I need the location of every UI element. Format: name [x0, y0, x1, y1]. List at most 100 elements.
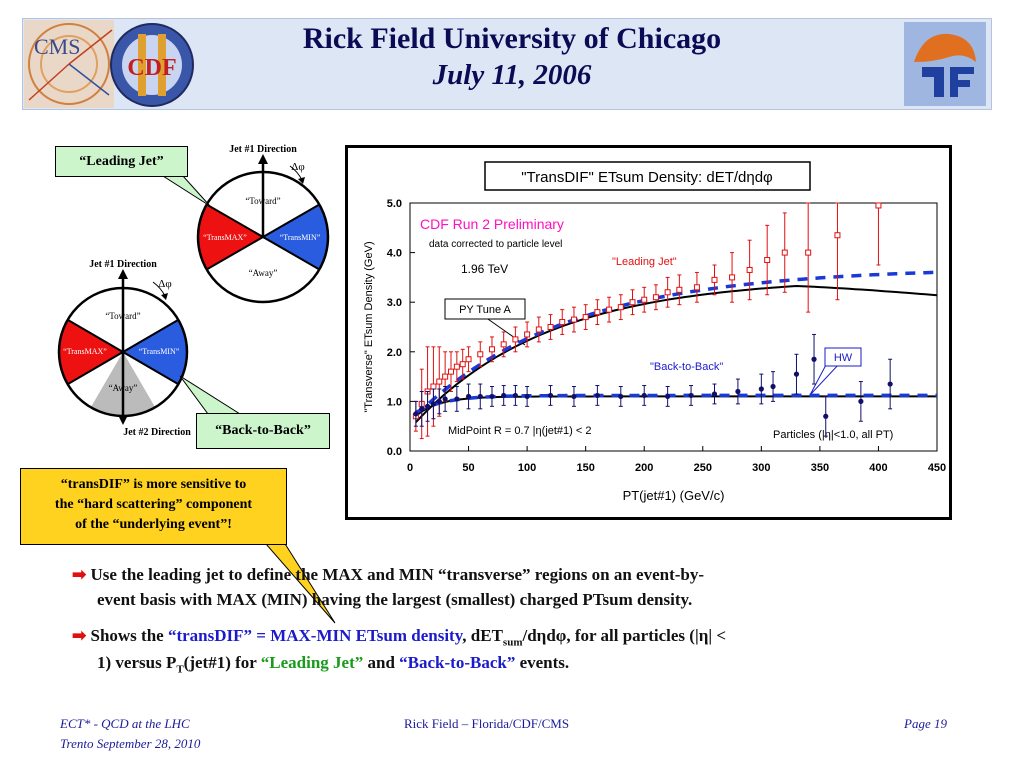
leading-jet-point	[629, 299, 636, 306]
annotation-hw: HW	[834, 352, 853, 364]
chart-title: "TransDIF" ETsum Density: dET/dηdφ	[521, 169, 773, 186]
bullet-2: ➡ Shows the “transDIF” = MAX-MIN ETsum d…	[72, 624, 982, 654]
bullet-2-line-2-b: (jet#1) for	[183, 653, 261, 672]
transmax-label-2: “TransMAX”	[63, 347, 107, 356]
x-tick-label: 0	[407, 462, 413, 474]
footer-center: Rick Field – Florida/CDF/CMS	[404, 716, 570, 731]
leading-jet-point	[500, 341, 507, 348]
away-label-2: “Away”	[109, 383, 138, 393]
toward-label: “Toward”	[245, 196, 280, 206]
bullet-2-leading-jet: “Leading Jet”	[260, 653, 364, 672]
leading-jet-point	[535, 326, 542, 333]
transdif-chart: "TransDIF" ETsum Density: dET/dηdφ 0.0 1.0…	[363, 161, 946, 503]
annotation-leading-jet: "Leading Jet"	[612, 256, 677, 268]
leading-jet-point	[664, 289, 671, 296]
leading-jet-point	[477, 351, 484, 358]
bullet-2-end: events.	[515, 653, 570, 672]
transmin-label: “TransMIN”	[280, 233, 321, 242]
back-to-back-point	[594, 392, 600, 399]
leading-jet-callout: “Leading Jet”	[55, 146, 188, 177]
chart-title-box	[484, 161, 811, 191]
leading-jet-point	[488, 346, 495, 353]
leading-jet-point	[875, 202, 882, 209]
leading-jet-point	[447, 368, 454, 375]
leading-jet-point	[729, 274, 736, 281]
bullet-1: ➡ Use the leading jet to define the MAX …	[72, 563, 972, 587]
note-box: “transDIF” is more sensitive to the “har…	[20, 468, 287, 545]
back-to-back-point	[618, 393, 624, 400]
back-to-back-point	[430, 401, 437, 407]
bullet-2-transdif: “transDIF” = MAX-MIN ETsum density	[167, 626, 463, 645]
bullet-2-line-2-sub: T	[176, 663, 184, 676]
py-back-to-back-curve	[415, 393, 937, 415]
y-tick-label: 4.0	[387, 248, 402, 260]
bullet-2-text-a: Shows the	[90, 626, 168, 645]
x-tick-label: 200	[635, 462, 653, 474]
leading-jet-point	[436, 378, 443, 385]
annotation-back-to-back: "Back-to-Back"	[650, 361, 723, 373]
x-tick-label: 50	[462, 462, 474, 474]
leading-jet-point	[641, 296, 648, 303]
back-to-back-point	[811, 356, 817, 362]
leading-jet-point	[834, 232, 841, 239]
y-tick-label: 2.0	[387, 347, 402, 359]
back-to-back-point	[547, 392, 554, 399]
plot-frame	[345, 145, 952, 520]
dphi-label-2: Δφ	[158, 278, 171, 290]
back-to-back-point	[823, 413, 829, 419]
annotation-py-tune: PY Tune A	[459, 304, 511, 316]
x-tick-label: 150	[576, 462, 594, 474]
annotation-preliminary: CDF Run 2 Preliminary	[420, 216, 564, 232]
annotation-midpoint: MidPoint R = 0.7 |η(jet#1) < 2	[448, 425, 592, 437]
bullet-2-and: and	[363, 653, 400, 672]
cms-logo-text: CMS	[34, 34, 80, 59]
back-to-back-point	[858, 398, 864, 404]
bullet-2-text-b: , dET	[462, 626, 503, 645]
note-line-2: the “hard scattering” component	[54, 497, 253, 512]
x-tick-label: 400	[869, 462, 887, 474]
x-tick-label: 450	[928, 462, 946, 474]
leading-jet-diagram: Jet #1 Direction Δφ “Toward” “TransMAX” …	[196, 144, 330, 304]
annotation-corrected: data corrected to particle level	[429, 239, 562, 250]
back-to-back-point	[571, 393, 577, 400]
jet1-direction-label-2: Jet #1 Direction	[89, 259, 157, 270]
jet1-direction-label: Jet #1 Direction	[229, 144, 297, 155]
note-line-1: “transDIF” is more sensitive to	[60, 477, 247, 492]
py-leading-jet-curve	[414, 270, 938, 417]
back-to-back-point	[413, 411, 419, 417]
leading-jet-point	[512, 336, 519, 343]
leading-jet-point	[652, 294, 659, 301]
bullet-2-text-c: /dηdφ, for all particles (|η| <	[522, 626, 727, 645]
leading-jet-point	[781, 249, 788, 256]
leading-jet-point	[453, 363, 460, 370]
note-pointer	[244, 520, 336, 624]
leading-jet-point	[547, 324, 554, 330]
back-to-back-point	[665, 393, 671, 400]
leading-jet-point	[459, 361, 466, 368]
back-to-back-point	[711, 391, 718, 397]
uf-logo	[904, 22, 986, 106]
back-to-back-point	[524, 393, 530, 400]
leading-jet-point	[524, 331, 531, 338]
x-tick-label: 350	[811, 462, 829, 474]
leading-jet-point	[746, 266, 753, 273]
annotation-particles: Particles (|η|<1.0, all PT)	[773, 429, 893, 441]
back-to-back-point	[465, 393, 472, 400]
page-title: Rick Field University of Chicago	[302, 22, 722, 55]
back-to-back-point	[501, 392, 507, 399]
leading-jet-point	[617, 304, 624, 311]
arrow-bullet-icon-2: ➡	[72, 626, 87, 645]
page-subtitle: July 11, 2006	[432, 59, 592, 91]
y-tick-label: 0.0	[387, 446, 402, 458]
back-to-back-point	[419, 406, 425, 412]
footer-left-2: Trento September 28, 2010	[60, 736, 201, 751]
bullet-2-back-to-back: “Back-to-Back”	[399, 653, 516, 672]
jet2-direction-label: Jet #2 Direction	[123, 427, 191, 438]
back-to-back-point	[424, 403, 431, 409]
back-to-back-point	[688, 392, 694, 399]
hw-box	[824, 347, 862, 367]
bullet-2-cont: 1) versus PT(jet#1) for “Leading Jet” an…	[97, 651, 977, 681]
leading-jet-point	[465, 356, 472, 363]
leading-jet-point	[606, 306, 613, 313]
toward-label-2: “Toward”	[105, 311, 140, 321]
